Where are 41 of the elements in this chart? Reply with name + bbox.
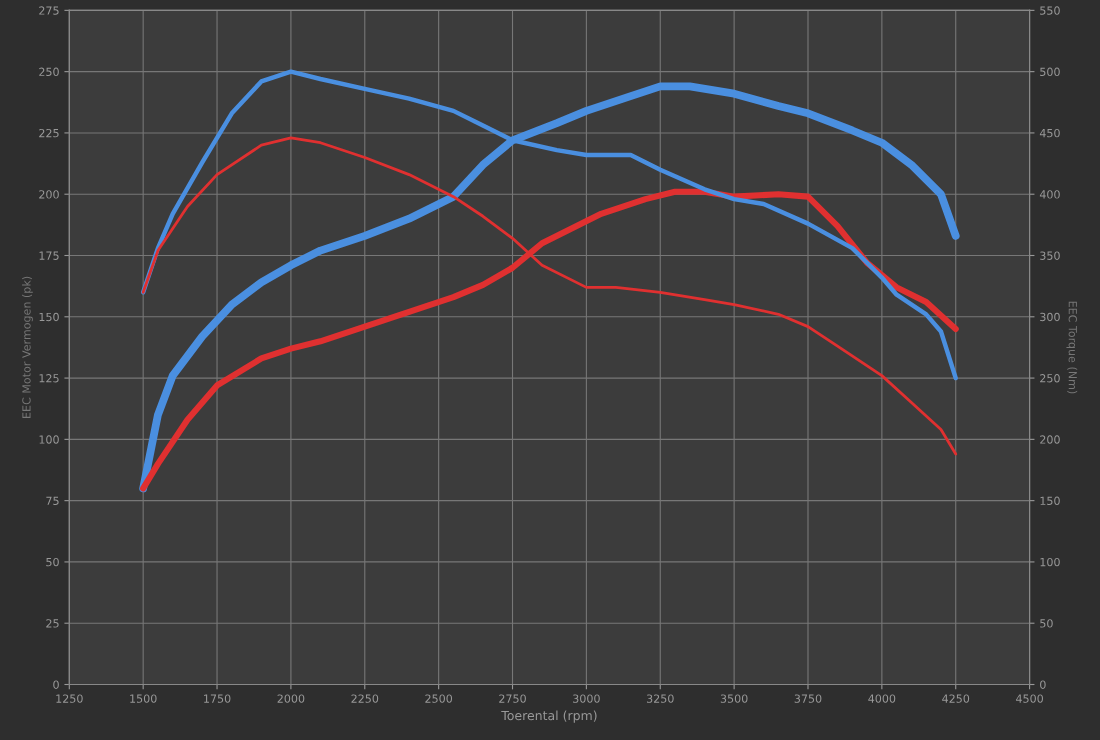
y2-tick-label: 250 [1040,374,1060,383]
y2-tick-label: 150 [1040,496,1060,506]
x-tick-label: 3000 [573,694,600,703]
y2-tick-label: 200 [1040,435,1060,444]
y-tick-label: 225 [39,128,59,138]
y2-tick-label: 100 [1040,557,1060,567]
y-tick-label: 200 [39,190,59,199]
y2-axis-title: EEC Torque (Nm) [1066,301,1078,394]
x-axis-title: Toerental (rpm) [501,710,597,723]
y-tick-label: 150 [39,312,59,322]
y-tick-label: 75 [46,496,59,506]
x-tick-label: 4250 [942,694,970,703]
y-tick-label: 100 [39,435,59,444]
y2-tick-label: 400 [1039,190,1060,199]
y2-tick-label: 300 [1040,312,1060,322]
x-tick-label: 2000 [277,694,305,703]
x-tick-label: 2750 [499,694,526,703]
y-tick-label: 25 [46,619,59,628]
x-tick-label: 3250 [646,694,674,703]
y-tick-label: 0 [53,680,59,689]
y2-tick-label: 500 [1040,67,1060,77]
y2-tick-label: 0 [1040,680,1046,689]
x-tick-label: 4500 [1016,694,1043,703]
x-tick-label: 2250 [351,694,379,703]
x-tick-label: 4000 [868,694,896,703]
x-tick-label: 1750 [204,694,231,703]
y-tick-label: 250 [39,67,59,77]
x-tick-label: 3500 [720,694,748,703]
y2-tick-label: 450 [1039,128,1060,138]
y-tick-label: 175 [39,251,59,260]
y-tick-label: 50 [46,557,59,567]
x-tick-label: 1500 [130,694,157,703]
y-axis-title: EEC Motor Vermogen (pk) [22,276,33,418]
x-tick-label: 3750 [794,694,822,703]
x-tick-label: 1250 [56,694,83,703]
y2-tick-label: 350 [1040,251,1060,260]
y-tick-label: 275 [39,6,59,15]
y2-tick-label: 50 [1040,619,1053,628]
y2-tick-label: 550 [1040,6,1060,15]
x-tick-label: 2500 [425,694,453,703]
y-tick-label: 125 [39,374,59,383]
